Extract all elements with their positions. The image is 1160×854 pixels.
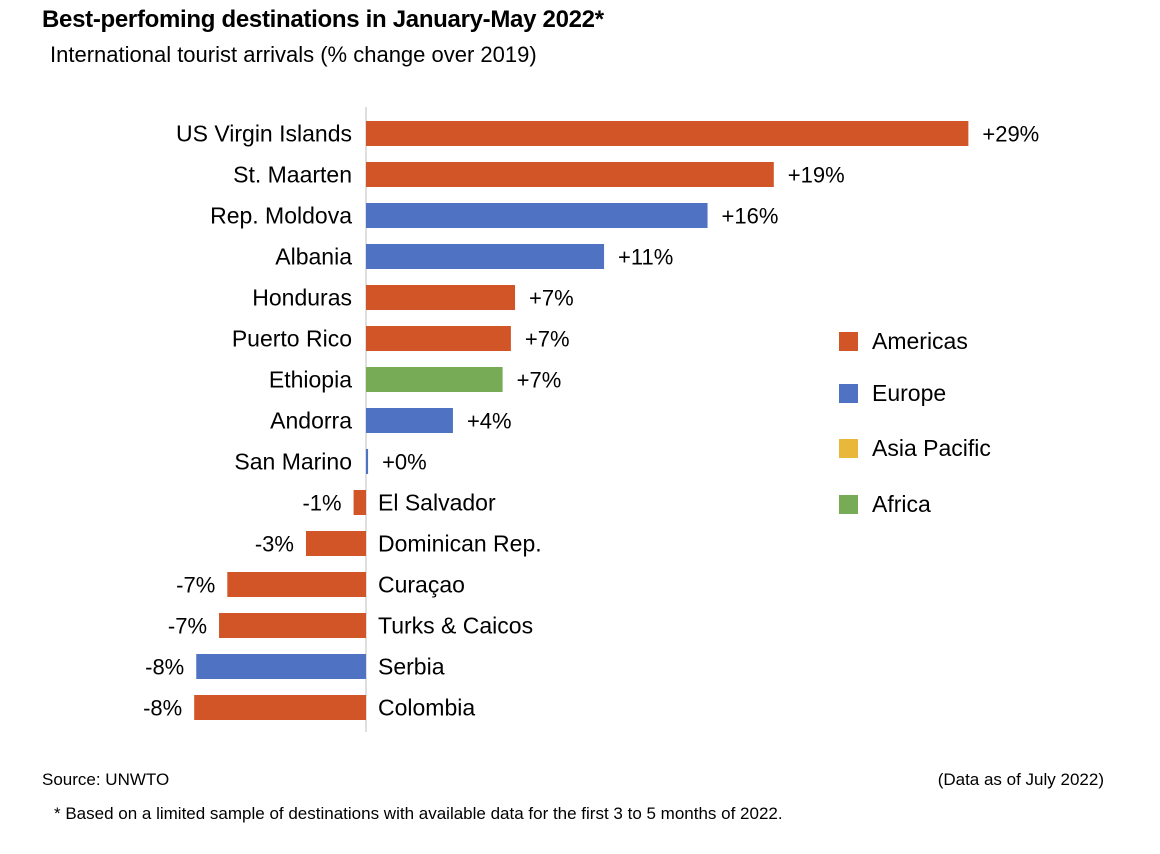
data-label: -1% <box>302 491 341 516</box>
data-label: +19% <box>788 163 845 188</box>
data-label: -8% <box>145 655 184 680</box>
data-label: +7% <box>517 368 562 393</box>
category-label: Puerto Rico <box>232 326 352 352</box>
data-label: -3% <box>255 532 294 557</box>
bar-chart: US Virgin Islands +29% St. Maarten +19% Rep.… <box>143 107 1039 732</box>
data-as-of-note: (Data as of July 2022) <box>937 770 1104 789</box>
data-label: +7% <box>529 286 574 311</box>
bar <box>366 326 511 351</box>
footnote: * Based on a limited sample of destinati… <box>54 804 783 823</box>
legend-swatch <box>839 495 858 514</box>
bar <box>227 572 366 597</box>
bar <box>353 490 366 515</box>
category-label: Turks & Caicos <box>378 613 533 639</box>
legend-swatch <box>839 384 858 403</box>
data-label: +7% <box>525 327 570 352</box>
legend-label: Europe <box>872 380 946 406</box>
bar <box>305 531 366 556</box>
bar <box>196 654 366 679</box>
data-label: +0% <box>382 450 427 475</box>
category-label: Honduras <box>252 285 352 311</box>
bar <box>219 613 366 638</box>
bar <box>366 285 516 310</box>
data-label: -7% <box>168 614 207 639</box>
bar <box>366 449 369 474</box>
category-label: Rep. Moldova <box>210 203 352 229</box>
category-label: Albania <box>275 244 352 270</box>
category-label: Ethiopia <box>269 367 352 393</box>
category-label: Colombia <box>378 695 475 721</box>
bar <box>366 244 605 269</box>
data-label: +11% <box>618 245 673 270</box>
category-label: Curaçao <box>378 572 465 598</box>
data-label: +4% <box>467 409 512 434</box>
chart-subtitle: International tourist arrivals (% change… <box>50 42 537 67</box>
bar <box>366 408 453 433</box>
category-label: Serbia <box>378 654 445 680</box>
bar <box>366 162 774 187</box>
bar <box>194 695 366 720</box>
data-label: -8% <box>143 696 182 721</box>
category-label: St. Maarten <box>233 162 352 188</box>
bar <box>366 367 503 392</box>
data-label: +16% <box>722 204 779 229</box>
legend-swatch <box>839 439 858 458</box>
bar <box>366 121 969 146</box>
category-label: Dominican Rep. <box>378 531 542 557</box>
category-label: El Salvador <box>378 490 496 516</box>
legend-label: Africa <box>872 491 931 517</box>
category-label: San Marino <box>234 449 352 475</box>
legend-label: Americas <box>872 328 968 354</box>
chart-title: Best-perfoming destinations in January-M… <box>42 6 604 33</box>
source-note: Source: UNWTO <box>42 770 170 789</box>
category-label: US Virgin Islands <box>176 121 352 147</box>
data-label: -7% <box>176 573 215 598</box>
category-label: Andorra <box>270 408 352 434</box>
bar <box>366 203 708 228</box>
data-label: +29% <box>982 122 1039 147</box>
legend-label: Asia Pacific <box>872 435 991 461</box>
legend-swatch <box>839 332 858 351</box>
